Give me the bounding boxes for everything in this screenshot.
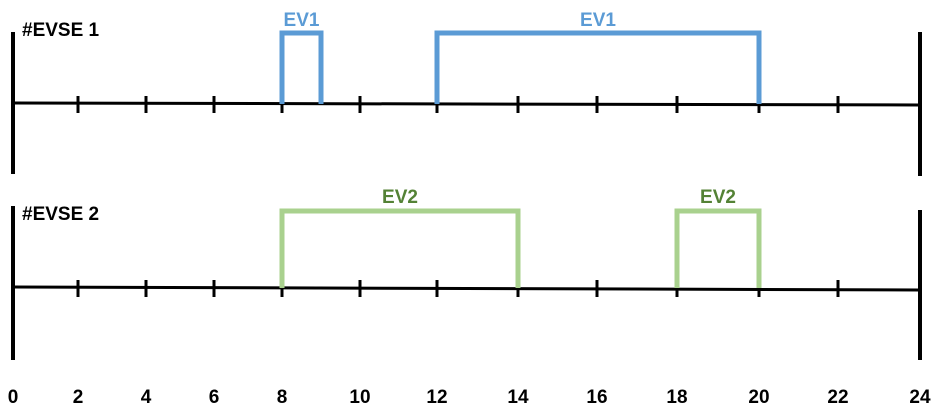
evse-1-timeline <box>12 101 921 107</box>
hour-axis-labels: 0 2 4 6 8 10 12 14 16 18 20 22 24 <box>8 387 931 408</box>
evse-2-label: #EVSE 2 <box>22 204 99 225</box>
hour-label-10: 10 <box>349 387 370 408</box>
hour-label-0: 0 <box>8 387 19 408</box>
session-label: EV2 <box>382 187 418 208</box>
evse-1-sessions: EV1 EV1 <box>279 10 762 104</box>
hour-label-2: 2 <box>73 387 84 408</box>
session-ev2-1 <box>279 208 521 288</box>
hour-label-4: 4 <box>141 387 152 408</box>
hour-label-20: 20 <box>748 387 769 408</box>
evse-1-row: #EVSE 1 EV1 EV1 <box>11 10 922 176</box>
evse-2-timeline <box>12 285 921 292</box>
hour-label-6: 6 <box>209 387 220 408</box>
hour-label-24: 24 <box>909 387 931 408</box>
session-label: EV1 <box>284 10 320 31</box>
session-ev2-2 <box>674 208 762 288</box>
hour-label-22: 22 <box>827 387 848 408</box>
evse-2-row: #EVSE 2 EV2 EV2 <box>11 187 922 360</box>
hour-label-18: 18 <box>666 387 687 408</box>
hour-label-8: 8 <box>277 387 288 408</box>
session-label: EV1 <box>580 10 616 31</box>
session-label: EV2 <box>700 187 736 208</box>
evse-1-label: #EVSE 1 <box>22 20 100 41</box>
session-ev1-2 <box>434 30 762 104</box>
session-ev1-1 <box>279 30 324 104</box>
evse-2-sessions: EV2 EV2 <box>279 187 762 288</box>
hour-label-12: 12 <box>426 387 447 408</box>
hour-label-16: 16 <box>586 387 607 408</box>
hour-label-14: 14 <box>507 387 529 408</box>
